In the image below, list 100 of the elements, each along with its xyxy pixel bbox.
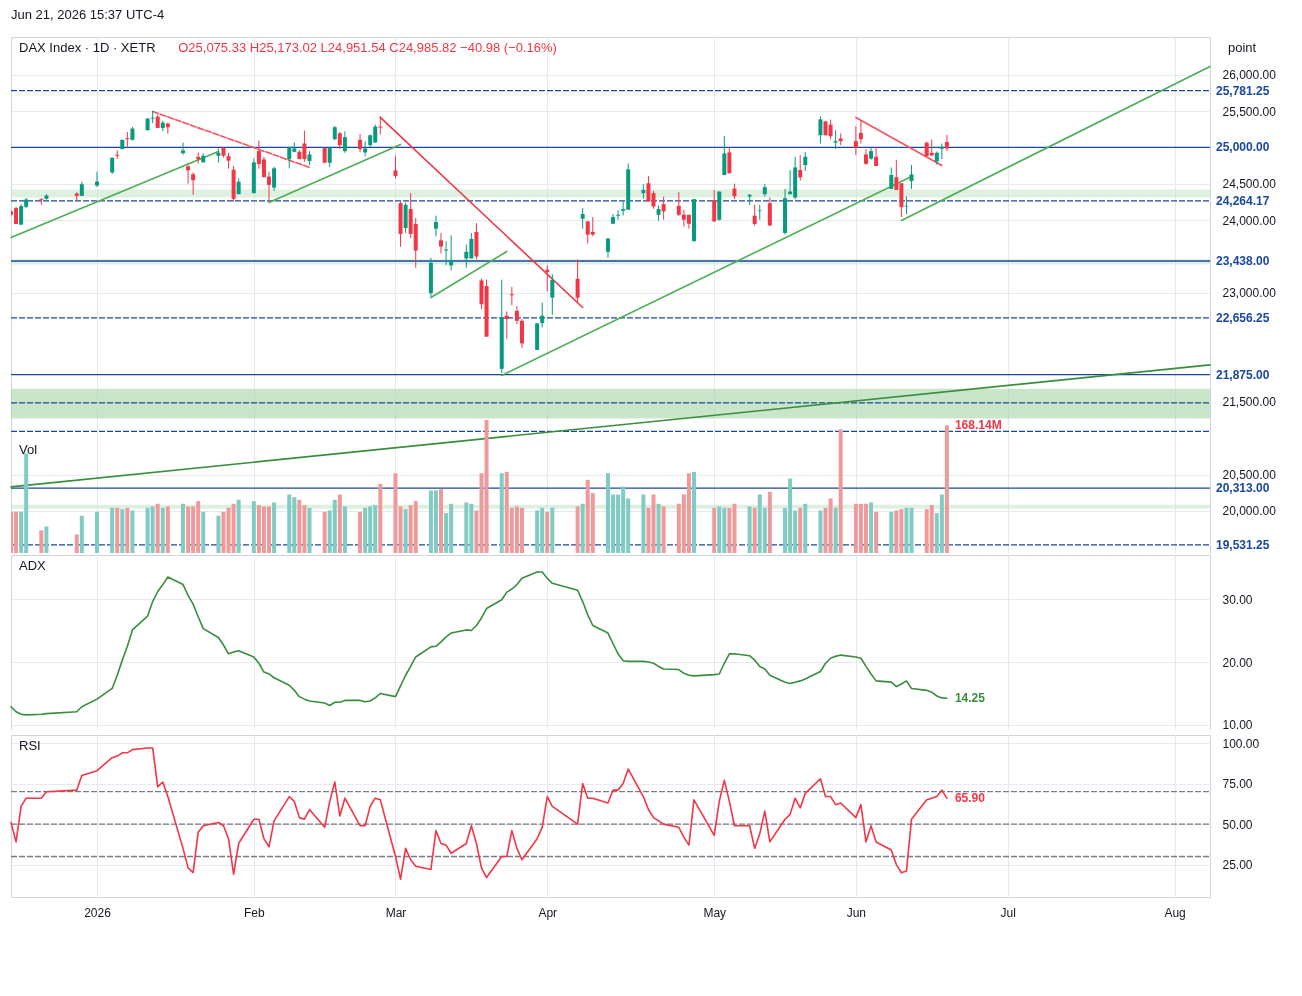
bar [297,499,302,553]
y-tick-label: 50.00 [1222,817,1253,832]
chart-title: RSI [19,738,41,753]
text: Jun 21, 2026 15:37 UTC-4 [11,7,165,22]
candlestick [550,273,555,316]
y-tick-label: 24,000.00 [1222,213,1277,228]
candlestick [616,209,621,221]
bar [727,507,732,553]
candlestick [889,166,894,190]
candlestick [181,142,186,156]
candlestick [722,135,727,176]
bar [818,510,823,553]
bar [828,498,833,553]
candlestick [267,171,272,202]
bar [272,502,277,553]
ref-line-label: 24,264.17 [1216,193,1270,208]
bar [181,503,186,553]
candlestick [767,197,772,227]
x-tick-label: Jun [846,905,867,920]
bar [869,502,874,553]
bar [74,534,79,553]
x-tick-label: Apr [538,905,558,920]
y-tick-label: 20,500.00 [1222,468,1277,483]
bar [332,499,337,553]
candlestick [833,129,838,150]
annotation: 168.14M [954,418,1002,433]
bar [358,511,363,553]
ref-line-label: 20,313.00 [1216,481,1270,496]
candlestick [646,175,651,202]
text: point [1228,40,1257,55]
bar [752,507,757,553]
bar [550,507,555,553]
text: Vol [19,442,38,457]
x-tick-label: Jul [1000,905,1016,920]
chart-title: ADX [19,558,47,573]
bar [717,506,722,553]
ref-line-label: 19,531.25 [1216,537,1270,552]
candlestick [509,286,514,306]
candlestick [712,189,717,223]
bar [403,509,408,553]
bar [535,510,540,553]
candlestick [433,215,438,237]
bar [186,506,191,553]
candlestick [828,119,833,140]
y-tick-label: 24,500.00 [1222,177,1277,192]
bar [661,506,666,553]
candlestick [661,196,666,221]
candlestick [818,115,823,144]
bar [545,511,550,553]
candlestick [909,164,914,190]
candlestick [272,166,277,192]
bar [287,494,292,553]
candlestick [504,311,509,340]
bar [929,505,934,553]
bar [79,515,84,553]
bar [231,503,236,553]
candlestick [757,204,762,221]
candlestick [514,305,519,325]
bar [413,501,418,553]
candlestick [444,240,449,266]
bar [221,511,226,553]
bar [393,473,398,553]
bar [889,511,894,553]
candlestick [803,151,808,172]
candlestick [605,237,610,259]
bar [575,506,580,553]
x-tick-label: 2026 [84,905,112,920]
bar [798,507,803,553]
candlestick [327,146,332,168]
bar [307,507,312,553]
candlestick [519,318,524,349]
y-tick-label: 20.00 [1222,655,1253,670]
y-tick-label: 26,000.00 [1222,68,1277,83]
annotation: 14.25 [954,691,986,706]
candlestick [403,201,408,234]
candlestick [95,171,99,188]
candlestick [479,278,484,310]
y-tick-label: 21,500.00 [1222,395,1277,410]
bar [155,503,160,553]
candlestick [150,110,155,124]
bar [904,507,909,553]
candlestick [853,125,858,156]
annotation: 65.90 [954,791,986,806]
bar [150,506,155,553]
x-tick-label: Mar [385,905,407,920]
bar [874,511,879,553]
candlestick [449,234,454,271]
bar [909,507,914,553]
bar [656,503,661,553]
candlestick [944,134,949,152]
candlestick [580,207,585,230]
bar [95,511,99,553]
candlestick [575,258,580,304]
bar [944,425,949,553]
candlestick [858,119,863,144]
bar [322,511,327,553]
x-tick-label: Aug [1164,905,1186,920]
bar [130,510,135,553]
bar [115,507,120,553]
bar [519,507,524,553]
